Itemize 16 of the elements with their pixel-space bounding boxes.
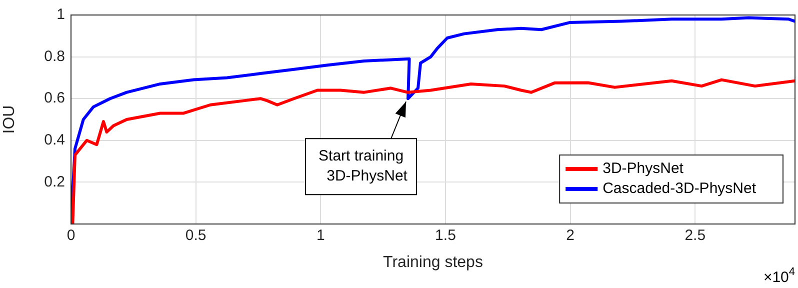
y-tick-label: 0.6 [44,90,65,107]
x-tick-label: 2 [566,227,574,244]
x-tick-label: 2.5 [684,227,706,244]
y-tick-label: 0.8 [44,48,65,65]
x-tick-label: 1.5 [435,227,456,244]
x-tick-label: 0.5 [185,227,206,244]
legend-label: 3D-PhysNet [602,160,684,178]
annotation: Start training 3D-PhysNet [318,148,408,185]
legend-label: Cascaded-3D-PhysNet [602,180,757,198]
y-tick-label: 1 [56,6,65,24]
y-tick-label: 0.4 [44,132,65,149]
x-axis-title: Training steps [383,254,483,271]
y-tick-label: 0.2 [44,173,65,190]
x-tick-label: 0 [66,227,76,244]
y-axis-title: IOU [1,105,18,134]
x-tick-label: 1 [316,227,325,244]
